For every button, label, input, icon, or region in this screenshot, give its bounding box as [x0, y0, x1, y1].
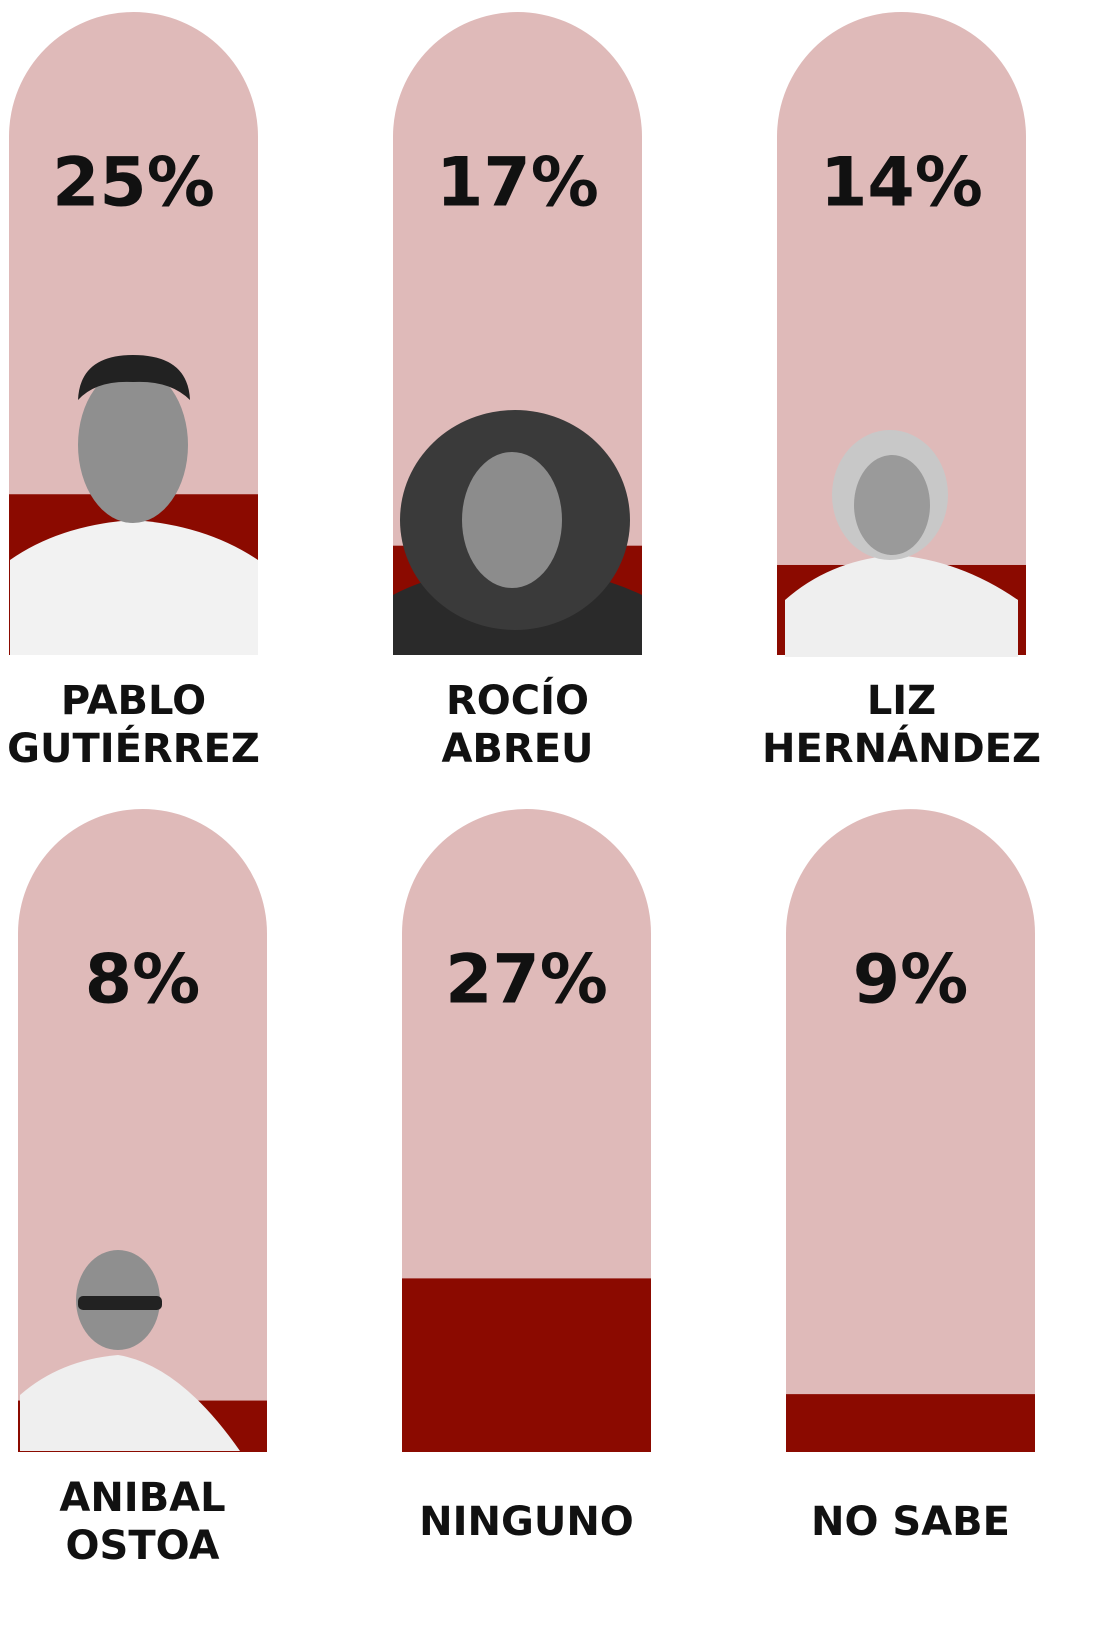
photo [20, 1250, 240, 1451]
category-label: ROCÍO ABREU [441, 678, 594, 772]
value-label: 9% [853, 941, 968, 1020]
photo [393, 410, 642, 655]
category-label: PABLO GUTIÉRREZ [7, 678, 260, 772]
bar [402, 1278, 651, 1452]
value-label: 25% [52, 144, 215, 223]
value-label: 17% [436, 144, 599, 223]
bar [786, 1394, 1035, 1452]
value-label: 14% [820, 144, 983, 223]
category-label: NO SABE [811, 1499, 1010, 1545]
value-label: 27% [445, 941, 608, 1020]
photo [10, 355, 258, 655]
category-label: ANIBAL OSTOA [59, 1475, 226, 1569]
value-label: 8% [85, 941, 200, 1020]
category-label: NINGUNO [419, 1499, 634, 1545]
photo [785, 430, 1018, 657]
category-label: LIZ HERNÁNDEZ [761, 678, 1042, 772]
bar-track [786, 809, 1035, 1452]
